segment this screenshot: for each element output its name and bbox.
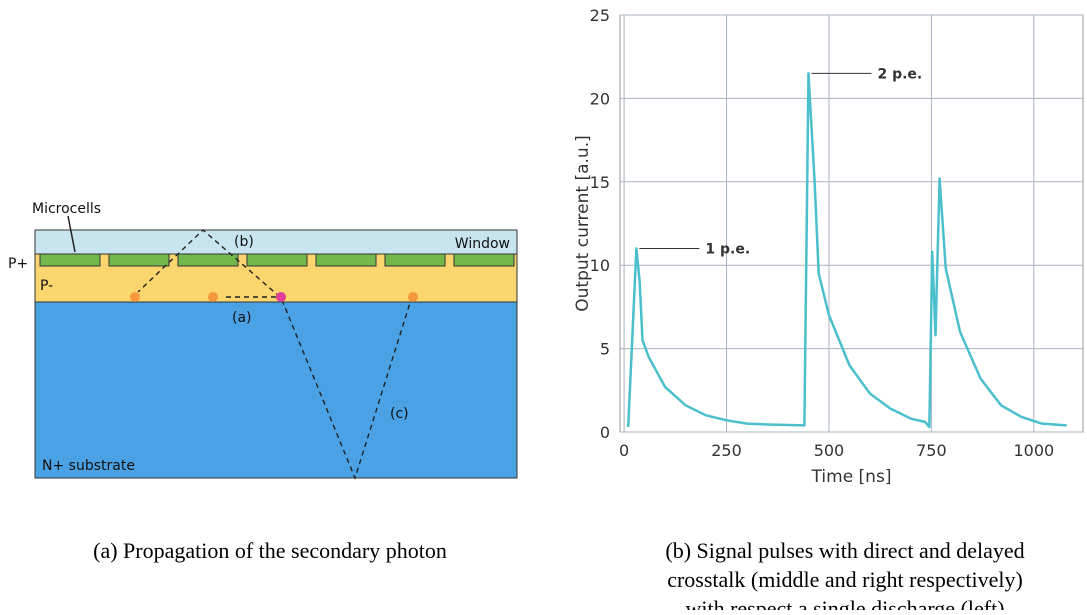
microcell xyxy=(108,253,170,267)
y-axis-label: Output current [a.u.] xyxy=(573,135,593,311)
label: Window xyxy=(455,236,510,252)
microcell xyxy=(453,253,515,267)
path-b xyxy=(137,229,281,298)
y-tick-label: 10 xyxy=(590,256,610,275)
label: N+ substrate xyxy=(42,458,135,474)
avalanche xyxy=(208,292,218,302)
x-axis-label: Time [ns] xyxy=(811,467,892,487)
annotation: 1 p.e. xyxy=(705,242,750,258)
y-tick-label: 5 xyxy=(600,340,610,359)
microcells xyxy=(39,253,515,267)
y-tick-label: 0 xyxy=(600,423,610,442)
path-c xyxy=(281,299,411,481)
signal-line xyxy=(626,72,1067,429)
x-tick-label: 500 xyxy=(814,441,845,460)
photon-paths xyxy=(137,229,411,481)
avalanche xyxy=(130,292,140,302)
microcell xyxy=(177,253,239,267)
microcell xyxy=(39,253,101,267)
x-tick-label: 1000 xyxy=(1013,441,1054,460)
caption: (b) Signal pulses with direct and delaye… xyxy=(665,538,1024,563)
substrate-layer xyxy=(34,301,518,479)
caption: (a) Propagation of the secondary photon xyxy=(93,538,447,563)
caption: with respect a single discharge (left) xyxy=(685,596,1004,610)
x-tick-label: 750 xyxy=(916,441,947,460)
pointer xyxy=(67,215,76,253)
label: (a) xyxy=(232,310,252,326)
label: P- xyxy=(40,278,53,294)
microcell xyxy=(246,253,308,267)
x-tick-label: 0 xyxy=(619,441,629,460)
plot-area xyxy=(619,14,1084,433)
window-layer xyxy=(34,229,518,255)
y-tick-label: 20 xyxy=(590,89,610,108)
label: P+ xyxy=(8,256,28,272)
microcell xyxy=(315,253,377,267)
caption: crosstalk (middle and right respectively… xyxy=(667,567,1023,592)
avalanche xyxy=(408,292,418,302)
diagram: Microcells P+ P- Window (b) (a) (c) N+ s… xyxy=(8,201,518,563)
y-tick-label: 25 xyxy=(590,6,610,25)
primary-avalanche xyxy=(276,292,286,302)
x-tick-label: 250 xyxy=(711,441,742,460)
label: (b) xyxy=(234,234,254,250)
y-tick-label: 15 xyxy=(590,173,610,192)
microcell xyxy=(384,253,446,267)
label: (c) xyxy=(390,406,409,422)
avalanches xyxy=(130,292,418,302)
annotation: 2 p.e. xyxy=(877,66,922,82)
label: Microcells xyxy=(32,201,101,217)
